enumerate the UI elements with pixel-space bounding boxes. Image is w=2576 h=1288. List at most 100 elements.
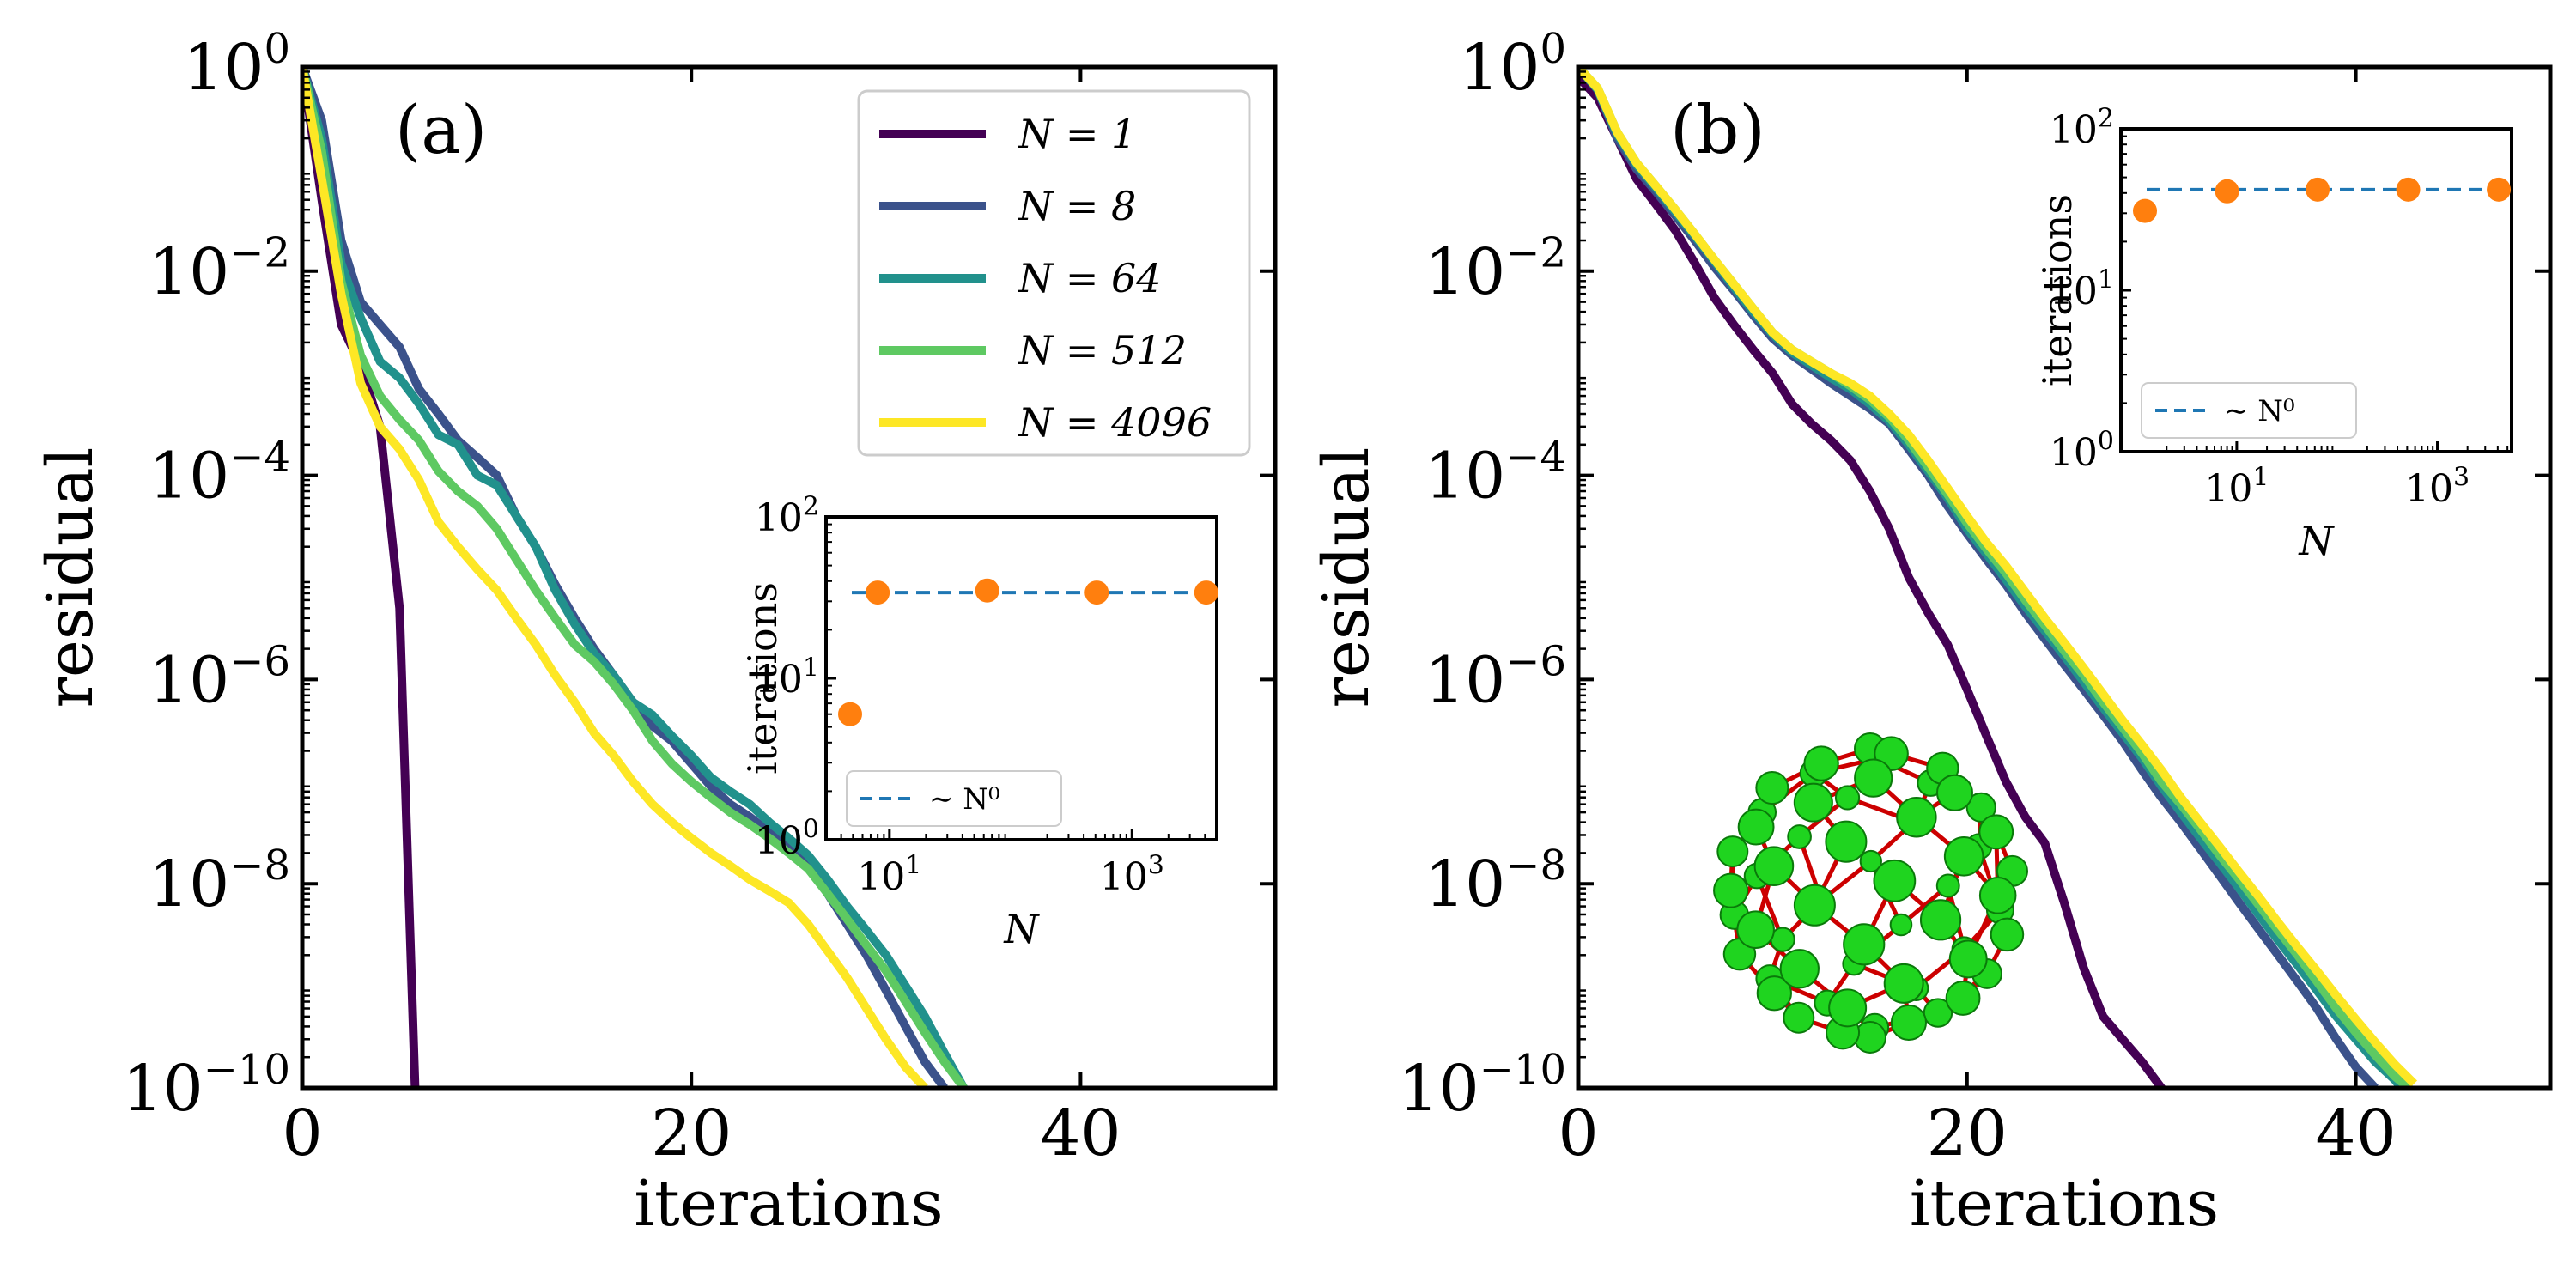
- y-tick-label-exp: −6: [229, 637, 290, 685]
- inset-y-tick-label: 100: [755, 815, 819, 863]
- molecule-atom: [1978, 877, 2017, 914]
- molecule-atom: [1923, 998, 1953, 1028]
- inset-x-tick-label-base: 10: [2405, 467, 2453, 511]
- y-axis-label: residual: [33, 447, 107, 708]
- series-line-1: [302, 67, 420, 1088]
- y-tick-label-base: 10: [1425, 848, 1505, 921]
- y-tick-label-exp: −8: [1505, 841, 1566, 890]
- molecule-atom: [1873, 859, 1917, 902]
- y-tick-label: 10−6: [149, 637, 290, 717]
- y-tick-label-base: 10: [183, 31, 264, 105]
- molecule-atom: [1716, 835, 1749, 868]
- molecule-atom: [1736, 910, 1775, 950]
- y-tick-label-exp: −8: [229, 841, 290, 890]
- legend-label: N = 1: [1018, 111, 1136, 157]
- series-line-512: [302, 67, 968, 1088]
- inset-x-tick-label: 101: [857, 851, 921, 899]
- inset-x-axis-label: N: [1003, 906, 1040, 952]
- legend-frame: [857, 89, 1251, 457]
- y-tick-label-exp: −10: [204, 1046, 290, 1094]
- molecule-atom: [1896, 797, 1937, 838]
- inset-y-tick-label: 102: [755, 492, 819, 540]
- molecule-atom: [1965, 792, 1996, 823]
- molecule-atom: [1854, 1021, 1886, 1054]
- inset-y-tick-label-base: 10: [2050, 108, 2098, 152]
- inset-y-tick-label-exp: 1: [803, 653, 819, 683]
- inset-x-tick-label-exp: 1: [905, 851, 921, 881]
- inset-y-tick-label-exp: 2: [2098, 104, 2114, 134]
- molecule-atom: [1783, 1001, 1815, 1034]
- y-tick-label: 10−2: [1425, 229, 1566, 309]
- inset-data-point: [2306, 177, 2330, 202]
- x-tick-label: 0: [1558, 1097, 1598, 1170]
- inset-y-tick-label-base: 10: [755, 658, 803, 702]
- molecule-atom: [1919, 899, 1962, 941]
- inset-x-tick-label-base: 10: [857, 855, 905, 899]
- y-tick-label: 100: [183, 25, 290, 105]
- y-tick-label-base: 10: [149, 643, 229, 717]
- series-group: [1578, 67, 2418, 1088]
- molecule-atom: [1889, 913, 1913, 937]
- molecule-atom: [1883, 963, 1924, 1004]
- y-tick-label: 10−8: [1425, 841, 1566, 921]
- y-tick-label: 10−10: [1399, 1046, 1566, 1126]
- molecule-atom: [1793, 884, 1836, 927]
- molecule-atom: [1753, 846, 1795, 887]
- y-tick-label-base: 10: [1425, 643, 1505, 717]
- y-tick-label-exp: −2: [1505, 229, 1566, 277]
- inset-y-axis-label: iterations: [739, 582, 786, 775]
- inset-x-tick-label-base: 10: [1100, 855, 1148, 899]
- y-tick-label-exp: −4: [229, 434, 290, 482]
- inset-legend: [2141, 382, 2357, 439]
- y-tick-label-base: 10: [1399, 1052, 1479, 1126]
- y-tick-label: 10−4: [149, 434, 290, 513]
- x-tick-label: 0: [282, 1097, 322, 1170]
- inset-data-point: [838, 702, 862, 726]
- inset-legend-label: ∼ N⁰: [929, 782, 1000, 817]
- plot-frame: [300, 64, 1278, 1091]
- x-tick-label: 20: [651, 1097, 732, 1170]
- inset-x-tick-label-exp: 3: [1148, 851, 1164, 881]
- molecule-atom: [1854, 758, 1893, 798]
- y-tick-label: 100: [1459, 25, 1566, 105]
- series-line-4096: [302, 67, 928, 1088]
- molecule-atom: [1935, 774, 1973, 811]
- molecule-atom: [1825, 820, 1868, 863]
- y-tick-label-base: 10: [123, 1052, 204, 1126]
- inset-x-tick-label: 103: [1100, 851, 1164, 899]
- inset-data-point: [975, 578, 999, 603]
- molecule-atom: [1755, 771, 1789, 805]
- y-tick-label-base: 10: [149, 235, 229, 309]
- molecule-image: [1713, 732, 2028, 1054]
- molecule-atom: [1737, 808, 1775, 846]
- inset-x-tick-label: 101: [2204, 463, 2269, 511]
- inset-y-tick-label-base: 10: [2050, 431, 2098, 475]
- x-tick-label: 40: [2316, 1097, 2397, 1170]
- legend: N = 1 N = 8 N = 64 N = 512 N = 4096: [857, 89, 1251, 457]
- y-tick-label-exp: −10: [1479, 1046, 1566, 1094]
- y-tick-label-base: 10: [149, 848, 229, 921]
- inset-y-tick-label: 101: [2050, 265, 2114, 313]
- molecule-atom: [1803, 745, 1839, 781]
- inset-y-tick-label: 100: [2050, 427, 2114, 475]
- inset-legend: [846, 770, 1062, 827]
- inset-data-point: [866, 580, 890, 605]
- legend-label: N = 512: [1018, 327, 1187, 374]
- inset-x-tick-label-exp: 1: [2252, 463, 2269, 493]
- y-tick-label: 10−2: [149, 229, 290, 309]
- y-tick-label-exp: −6: [1505, 637, 1566, 685]
- molecule-atom: [1793, 782, 1833, 823]
- molecule-atom: [1756, 975, 1792, 1012]
- series-line-4096: [1578, 67, 2418, 1087]
- x-axis-label: iterations: [634, 1167, 943, 1241]
- inset-data-point: [2215, 179, 2239, 204]
- inset-x-tick-label-base: 10: [2204, 467, 2252, 511]
- y-tick-label-base: 10: [1425, 440, 1505, 513]
- panel-b: 0 20 4010010−210−410−610−810−10iterationsr…: [1309, 25, 2553, 1241]
- inset-y-tick-label-base: 10: [2050, 270, 2098, 313]
- y-tick-label-exp: 0: [1540, 25, 1566, 73]
- inset-y-tick-label-base: 10: [755, 819, 803, 863]
